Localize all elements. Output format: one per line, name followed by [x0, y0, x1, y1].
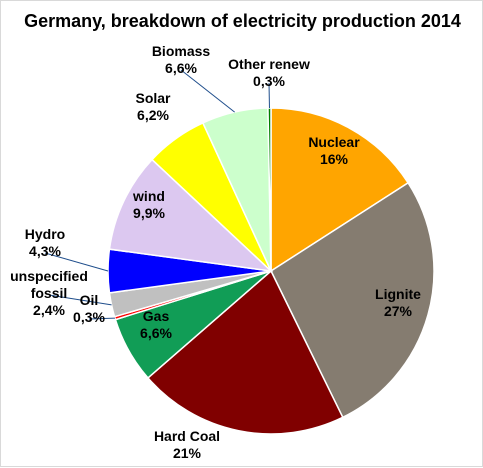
leader-line-biomass	[181, 70, 235, 112]
slice-name: Biomass	[152, 43, 211, 59]
slice-name: Lignite	[375, 286, 421, 302]
slice-name: Gas	[143, 308, 170, 324]
slice-percent: 27%	[384, 303, 413, 319]
slice-name: fossil	[31, 285, 68, 301]
slice-name: Solar	[135, 90, 171, 106]
slice-percent: 16%	[320, 151, 349, 167]
slice-percent: 0,3%	[73, 309, 105, 325]
slice-percent: 2,4%	[33, 302, 65, 318]
slice-name: Other renew	[228, 56, 310, 72]
slice-name: unspecified	[10, 268, 88, 284]
slice-percent: 6,6%	[140, 325, 172, 341]
slice-percent: 9,9%	[133, 205, 165, 221]
slice-percent: 6,2%	[137, 107, 169, 123]
slice-name: Oil	[80, 292, 99, 308]
slice-percent: 4,3%	[29, 243, 61, 259]
slice-percent: 21%	[173, 445, 202, 461]
slice-name: Hard Coal	[154, 428, 220, 444]
slice-percent: 0,3%	[253, 73, 285, 89]
slice-name: Nuclear	[308, 134, 360, 150]
slice-name: wind	[132, 188, 165, 204]
slice-name: Hydro	[25, 226, 65, 242]
slice-percent: 6,6%	[165, 60, 197, 76]
